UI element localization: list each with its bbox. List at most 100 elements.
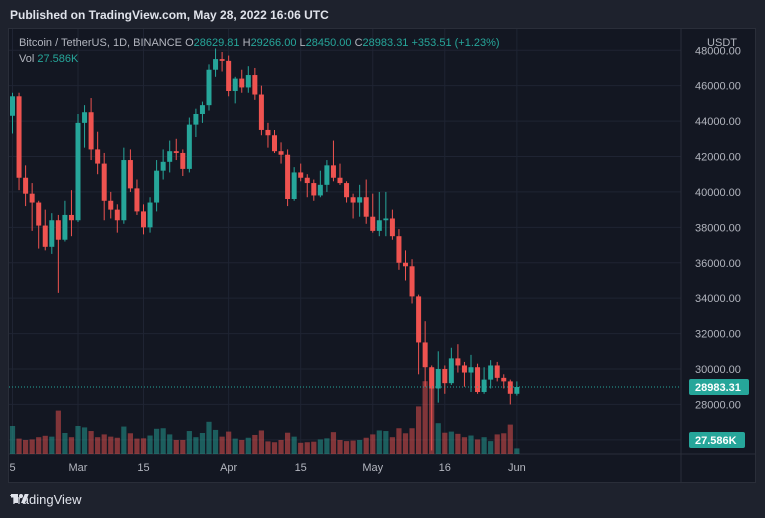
volume-bar [304,442,310,454]
volume-bar [488,441,494,454]
volume-bar [481,437,487,454]
volume-bar [494,434,500,454]
candle-body [442,369,448,384]
candle-body [134,188,140,212]
candle-body [501,377,507,382]
candle-body [36,202,42,226]
volume-bar [127,433,133,454]
volume-bar [298,442,304,454]
volume-bar [383,431,389,454]
candle-body [160,161,166,171]
candle-body [291,172,297,199]
volume-bar [330,432,337,454]
candle-body [154,170,160,203]
close-label: C [354,37,363,49]
time-tick-label: 16 [439,462,451,474]
volume-bar [474,439,481,454]
candle-body [29,193,35,203]
volume-bar [121,426,127,454]
price-tick-label: 44000.00 [695,116,741,128]
volume-bar [9,426,16,454]
candle-body [272,135,277,152]
volume-bar [501,433,507,454]
volume-bar [363,437,369,454]
candle-body [363,197,369,217]
time-tick-label: Jun [508,462,526,474]
candle-body [475,367,481,393]
volume-bar [180,440,186,454]
volume-bar [186,431,192,454]
volume-bar [285,432,291,454]
candle-body [252,75,258,95]
volume-bar [167,434,173,454]
candle-body [213,59,219,70]
candle-body [173,151,179,153]
candle-body [219,59,225,61]
candle-body [88,112,94,150]
volume-bar [173,440,179,454]
volume-bar [219,436,225,454]
last-volume-tag [689,432,745,448]
volume-bar [160,428,166,454]
chart-panel[interactable]: 48000.00 46000.00 44000.00 42000.00 40000.00… [8,28,756,483]
candle-body [298,172,304,178]
candle-body [389,218,395,237]
candle-body [68,214,74,221]
candle-body [95,149,101,164]
volume-bar [42,435,48,454]
candle-body [311,183,317,196]
candle-body [193,114,199,125]
candle-body [370,216,376,231]
candle-body [147,202,153,228]
volume-bar [376,430,382,454]
candle-body [435,369,441,389]
price-tick-label: 36000.00 [695,258,741,270]
volume-label: Vol [19,53,35,65]
volume-bar [147,435,153,454]
candle-body [330,165,336,178]
volume-bar [62,433,68,454]
volume-bar [49,436,55,454]
candle-body [75,122,81,221]
candle-body [324,165,330,185]
volume-bar [416,406,422,454]
candle-body [455,358,461,366]
candle-body [344,183,350,198]
last-price-tag [689,379,749,396]
volume-bar [337,440,343,454]
price-tick-label: 48000.00 [695,45,741,57]
candlestick-chart[interactable]: 48000.00 46000.00 44000.00 42000.00 40000.00… [9,29,755,482]
volume-bar [291,436,297,454]
volume-bar [95,437,101,454]
price-tick-label: 28000.00 [695,399,741,411]
volume-bar [154,428,160,454]
high-label: H [242,37,251,49]
candle-body [376,220,382,231]
candle-body [494,365,500,378]
time-tick-label: 15 [137,462,149,474]
candle-body [422,342,428,368]
volume-bar [448,431,454,454]
candle-body [108,200,114,210]
candle-body [101,163,107,201]
volume-bar [140,438,147,454]
candle-body [396,236,402,263]
tradingview-logo-icon [11,494,29,503]
volume-bar [239,440,245,454]
volume-bar [389,437,395,454]
price-tick-label: 30000.00 [695,364,741,376]
volume-bar [271,442,278,454]
volume-bar [232,438,238,454]
candle-body [167,151,173,162]
candle-body [62,214,68,240]
open-label: O [185,37,194,49]
volume-legend: Vol 27.586K [19,53,78,65]
candle-body [55,220,61,240]
volume-bar [108,436,114,454]
candle-body [180,152,186,169]
volume-bar [252,434,258,454]
ohlc-legend: Bitcoin / TetherUS, 1D, BINANCE O28629.8… [19,37,500,49]
volume-bar [212,429,219,454]
volume-bar [461,437,468,454]
published-label: Published on TradingView.com, May 28, 20… [10,8,329,22]
